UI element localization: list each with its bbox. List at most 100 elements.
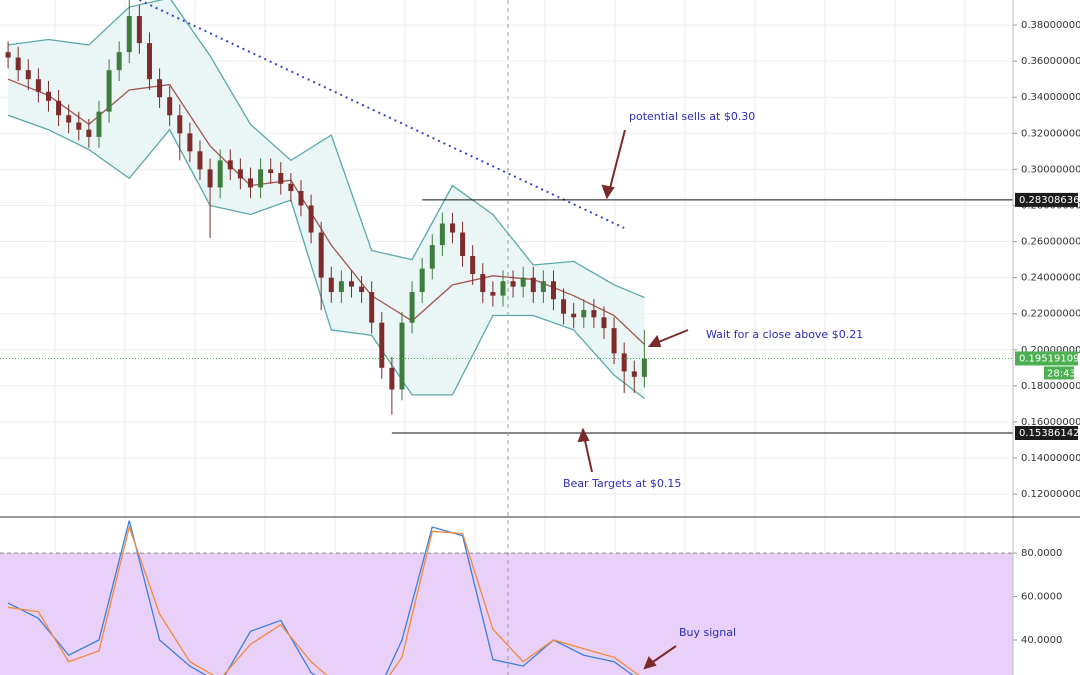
candle-body — [480, 274, 486, 293]
candle-body — [561, 299, 567, 314]
series-line — [7, 114, 645, 399]
candle-body — [550, 281, 556, 300]
y-tick-label: 0.12000000 — [1021, 489, 1080, 500]
candle-body — [611, 328, 617, 354]
candle-body — [167, 97, 173, 116]
y-tick-label: 0.30000000 — [1021, 164, 1080, 175]
y-tick-label: 60.0000 — [1021, 592, 1062, 603]
candle-body — [490, 292, 496, 296]
candle-body — [510, 281, 516, 287]
y-tick-label: 0.14000000 — [1021, 453, 1080, 464]
y-tick-label: 0.38000000 — [1021, 20, 1080, 31]
candle-body — [369, 292, 375, 323]
y-tick-label: 0.32000000 — [1021, 128, 1080, 139]
candle-body — [641, 358, 647, 377]
candle-body — [207, 169, 213, 188]
candle-body — [5, 52, 11, 58]
candle-body — [338, 281, 344, 293]
countdown-tag — [1044, 366, 1074, 380]
candle-body — [146, 43, 152, 80]
candle-body — [217, 160, 223, 188]
candle-body — [449, 223, 455, 233]
candle-body — [571, 313, 577, 318]
candle-body — [288, 183, 294, 192]
candle-body — [66, 115, 72, 123]
candle-body — [308, 205, 314, 233]
candle-body — [348, 281, 354, 287]
candle-body — [177, 115, 183, 134]
annotation: Bear Targets at $0.15 — [563, 477, 681, 490]
candle-body — [126, 16, 132, 53]
candle-body — [470, 255, 476, 275]
candle-body — [621, 353, 627, 372]
candle-body — [359, 286, 365, 293]
stochastic-panel — [0, 520, 1013, 675]
candle-body — [247, 178, 253, 188]
band-area — [0, 553, 1013, 675]
series-line — [7, 0, 645, 299]
annotation: potential sells at $0.30 — [629, 110, 755, 123]
candle-body — [45, 91, 51, 101]
y-tick-label: 40.0000 — [1021, 635, 1062, 646]
y-tick-label: 0.24000000 — [1021, 273, 1080, 284]
candle-body — [278, 172, 284, 184]
candle-body — [581, 310, 587, 318]
candle-body — [500, 281, 506, 296]
candle-body — [328, 277, 334, 293]
band-fill — [8, 0, 645, 399]
y-tick-label: 0.34000000 — [1021, 92, 1080, 103]
candle-body — [136, 16, 142, 44]
y-tick-label: 80.0000 — [1021, 548, 1062, 559]
price-axis: 0.12000000 0.14000000 0.16000000 0.18000000… — [1013, 20, 1080, 646]
candle-body — [530, 277, 536, 293]
annotation-arrows — [577, 129, 689, 670]
candle-body — [419, 268, 425, 293]
candle-body — [15, 57, 21, 71]
y-tick-label: 0.22000000 — [1021, 309, 1080, 320]
candle-body — [298, 191, 304, 206]
candle-body — [25, 70, 31, 80]
candle-body — [439, 223, 445, 246]
candle-body — [379, 322, 385, 368]
candle-body — [227, 160, 233, 170]
candle-body — [116, 52, 122, 71]
candle-body — [96, 111, 102, 137]
candle-body — [591, 310, 597, 318]
candle-body — [540, 281, 546, 293]
candle-body — [106, 70, 112, 112]
candle-body — [399, 322, 405, 390]
price-panel — [0, 0, 1013, 434]
candle-body — [318, 232, 324, 278]
candle-body — [35, 79, 41, 92]
candle-body — [258, 169, 264, 188]
price-label: 0.19519109 — [1019, 353, 1079, 364]
y-tick-label: 0.26000000 — [1021, 237, 1080, 248]
series-line — [7, 78, 645, 345]
level-tag — [1015, 192, 1078, 207]
candle-body — [429, 245, 435, 269]
candle-body — [389, 367, 395, 390]
price-tag — [1015, 351, 1078, 366]
candle-body — [86, 129, 92, 137]
y-tick-label: 0.36000000 — [1021, 56, 1080, 67]
candle-body — [631, 371, 637, 377]
y-tick-label: 0.20000000 — [1021, 345, 1080, 356]
candle-body — [56, 100, 62, 116]
y-tick-label: 0.16000000 — [1021, 417, 1080, 428]
annotation: Wait for a close above $0.21 — [706, 328, 863, 341]
level-tag — [1015, 426, 1078, 441]
annotation: Buy signal — [679, 626, 736, 639]
candle-body — [237, 169, 243, 179]
countdown-label: 28:43 — [1047, 368, 1076, 379]
candle-body — [409, 292, 415, 323]
candle-body — [601, 317, 607, 329]
series-line — [7, 520, 634, 675]
level-label: 0.28308636 — [1019, 195, 1079, 206]
candle-body — [460, 232, 466, 256]
candle-body — [76, 122, 82, 130]
candle-body — [157, 79, 163, 98]
level-label: 0.15386142 — [1019, 428, 1079, 439]
y-tick-label: 0.18000000 — [1021, 381, 1080, 392]
candle-body — [197, 151, 203, 170]
